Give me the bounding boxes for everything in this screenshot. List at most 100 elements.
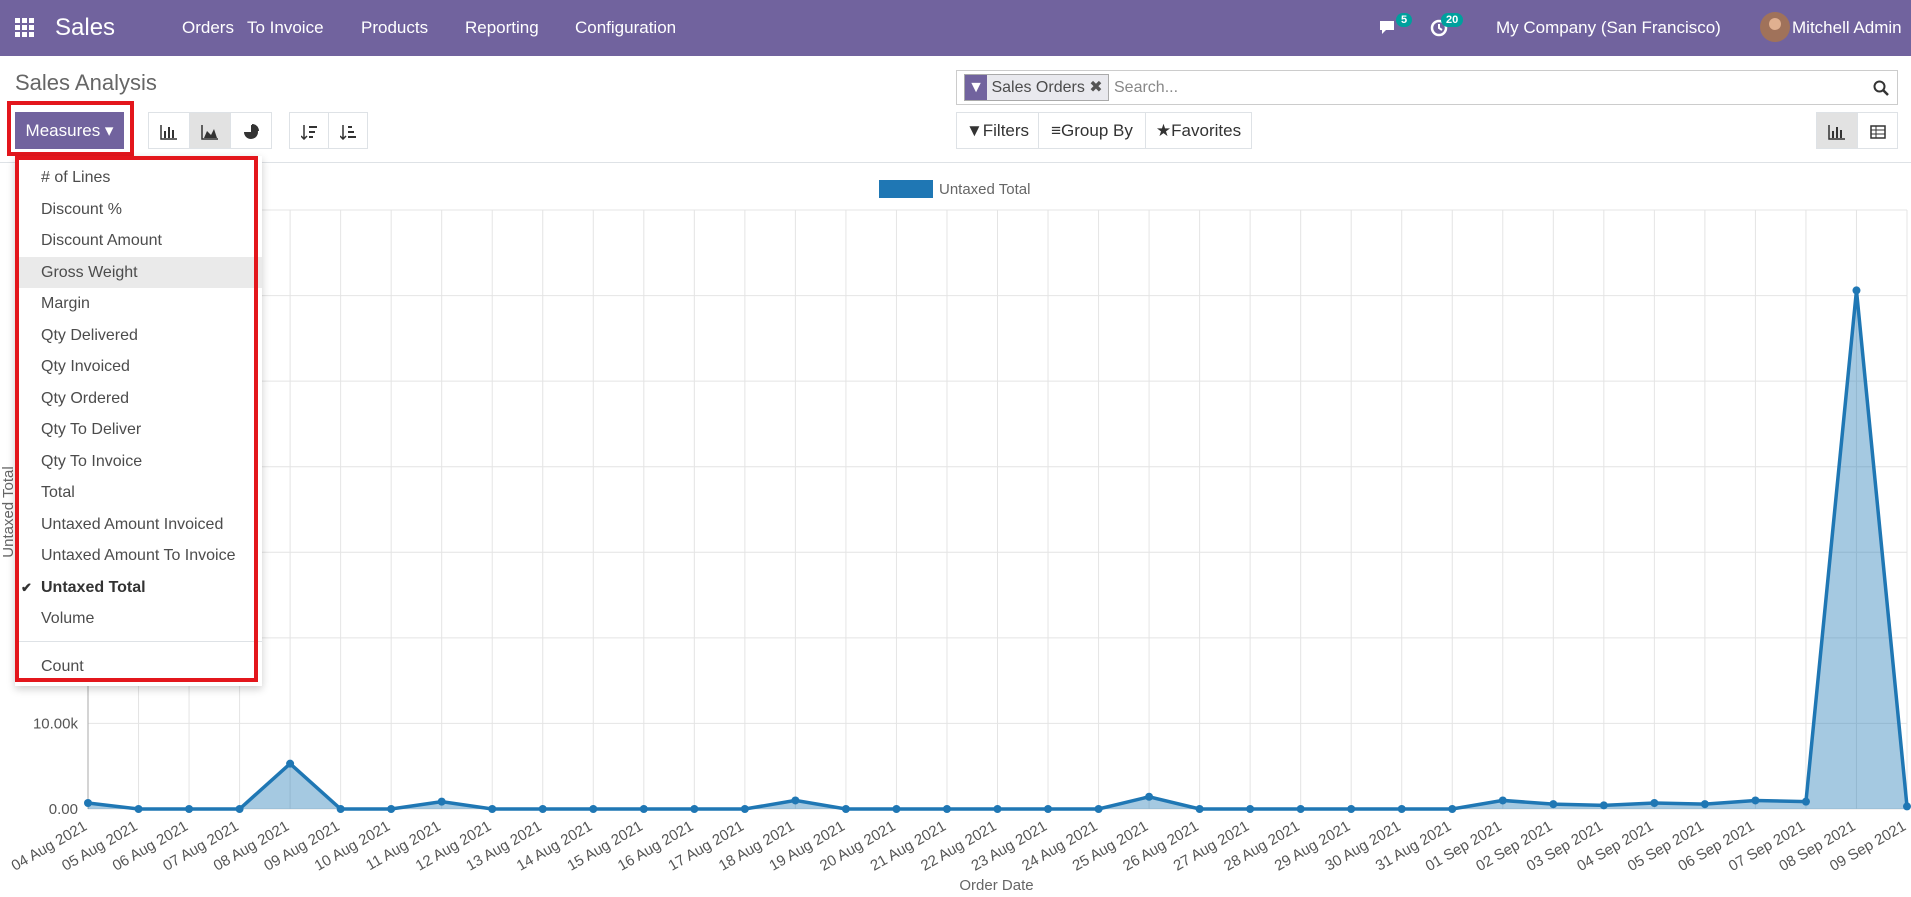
point [134,805,143,813]
point [437,797,446,806]
measure-item[interactable]: Untaxed Amount To Invoice [15,540,262,571]
chat-icon[interactable] [1378,17,1400,39]
point [235,805,244,813]
point [1044,805,1053,813]
sort-desc-button[interactable] [289,112,329,149]
filters-button[interactable]: ▼Filters [956,112,1039,149]
measure-item[interactable]: Qty Invoiced [15,351,262,382]
point [690,805,699,813]
bar-icon [1828,124,1845,140]
measure-item[interactable]: Total [15,477,262,508]
point [1397,805,1406,813]
point [286,759,295,768]
measure-item[interactable]: Discount % [15,194,262,225]
point [1599,801,1608,810]
point [892,805,901,813]
area-icon [201,124,218,140]
line-chart-button[interactable] [189,112,231,149]
point [639,805,648,813]
y-tick-label: 0.00 [49,801,78,818]
point [1094,805,1103,813]
pie-chart-button[interactable] [230,112,272,149]
bar-chart-button[interactable] [148,112,190,149]
measure-item[interactable]: Untaxed Amount Invoiced [15,509,262,540]
menu-item[interactable]: Reporting [465,18,539,37]
menu-item[interactable]: Products [361,18,429,37]
pivot-view-button[interactable] [1857,112,1898,149]
measure-label: Qty Delivered [41,326,138,344]
point [336,805,345,813]
measure-label: Volume [41,610,95,627]
measure-label: # of Lines [41,169,111,186]
avatar[interactable] [1760,12,1790,42]
measures-button[interactable]: Measures ▾ [15,112,124,149]
facet: ▼ Sales Orders ✖ [964,74,1109,101]
menu-divider [15,641,262,642]
measure-label: Untaxed Total [41,578,146,596]
point [1700,800,1709,809]
point [488,805,497,813]
app-name[interactable]: Sales [55,14,116,41]
menu-item[interactable]: Configuration [575,18,677,37]
measure-item[interactable]: Margin [15,288,262,319]
measure-item[interactable]: Qty Delivered [15,320,262,351]
company[interactable]: My Company (San Francisco) [1496,18,1721,37]
pie-icon [244,123,259,139]
favorites-button[interactable]: ★Favorites [1145,112,1252,149]
point [791,796,800,805]
measure-item[interactable]: Qty To Deliver [15,414,262,445]
point [1650,799,1659,808]
measure-label: Qty To Deliver [41,421,142,438]
point [1852,286,1861,295]
measure-item[interactable]: ✔ Untaxed Total [15,572,262,603]
groupby-button[interactable]: ≡Group By [1038,112,1146,149]
measure-item[interactable]: Qty To Invoice [15,446,262,477]
point [1145,792,1154,801]
measure-label: Qty Ordered [41,389,130,407]
navbar: Sales 5 20 My Company (San Francisco) Mi… [0,0,1911,56]
measure-item[interactable]: Count [41,658,84,675]
point [1549,800,1558,809]
highlight-box [7,101,134,156]
point [993,805,1002,813]
sort-icon [300,124,317,140]
measure-item[interactable]: Qty Ordered [15,383,262,414]
y-tick-label: 10.00k [33,715,79,732]
graph-view-button[interactable] [1816,112,1858,149]
measure-label: Qty To Invoice [41,452,143,470]
apps-icon[interactable] [15,18,35,38]
measure-label: Gross Weight [41,263,138,281]
measure-item[interactable]: Volume [15,603,262,634]
measure-item[interactable]: Gross Weight [15,256,262,288]
legend-label: Untaxed Total [939,181,1030,198]
measure-label: Qty Invoiced [41,358,130,375]
groupby-label: Group By [1061,121,1133,140]
measures-label: Measures [25,121,101,140]
search-placeholder: Search... [1114,79,1179,96]
filters-label: Filters [982,121,1030,140]
measure-label: Total [41,484,75,501]
messages-badge: 5 [1396,13,1413,27]
menu-item[interactable]: Orders [182,18,234,37]
point [1195,805,1204,813]
search-box[interactable]: ▼ Sales Orders ✖ Search... [956,70,1898,105]
point [1751,796,1760,805]
search-icon[interactable] [1873,80,1889,96]
facet-remove[interactable]: ✖ [1089,79,1103,96]
check-icon: ✔ [21,579,32,595]
point [1246,805,1255,813]
table-icon [1869,124,1886,139]
user[interactable]: Mitchell Admin [1792,18,1902,37]
point [1448,805,1457,813]
measure-item[interactable]: # of Lines [15,162,262,193]
measures-dropdown: # of Lines Discount % Discount Amount Gross… [15,156,262,686]
menu-item[interactable]: To Invoice [247,18,324,37]
sort-icon [339,124,356,140]
measure-item[interactable]: Discount Amount [15,225,262,256]
point [1498,796,1507,805]
sort-asc-button[interactable] [328,112,368,149]
activity-icon[interactable] [1429,17,1451,39]
legend-swatch [879,180,933,198]
x-axis-title: Order Date [959,877,1033,894]
